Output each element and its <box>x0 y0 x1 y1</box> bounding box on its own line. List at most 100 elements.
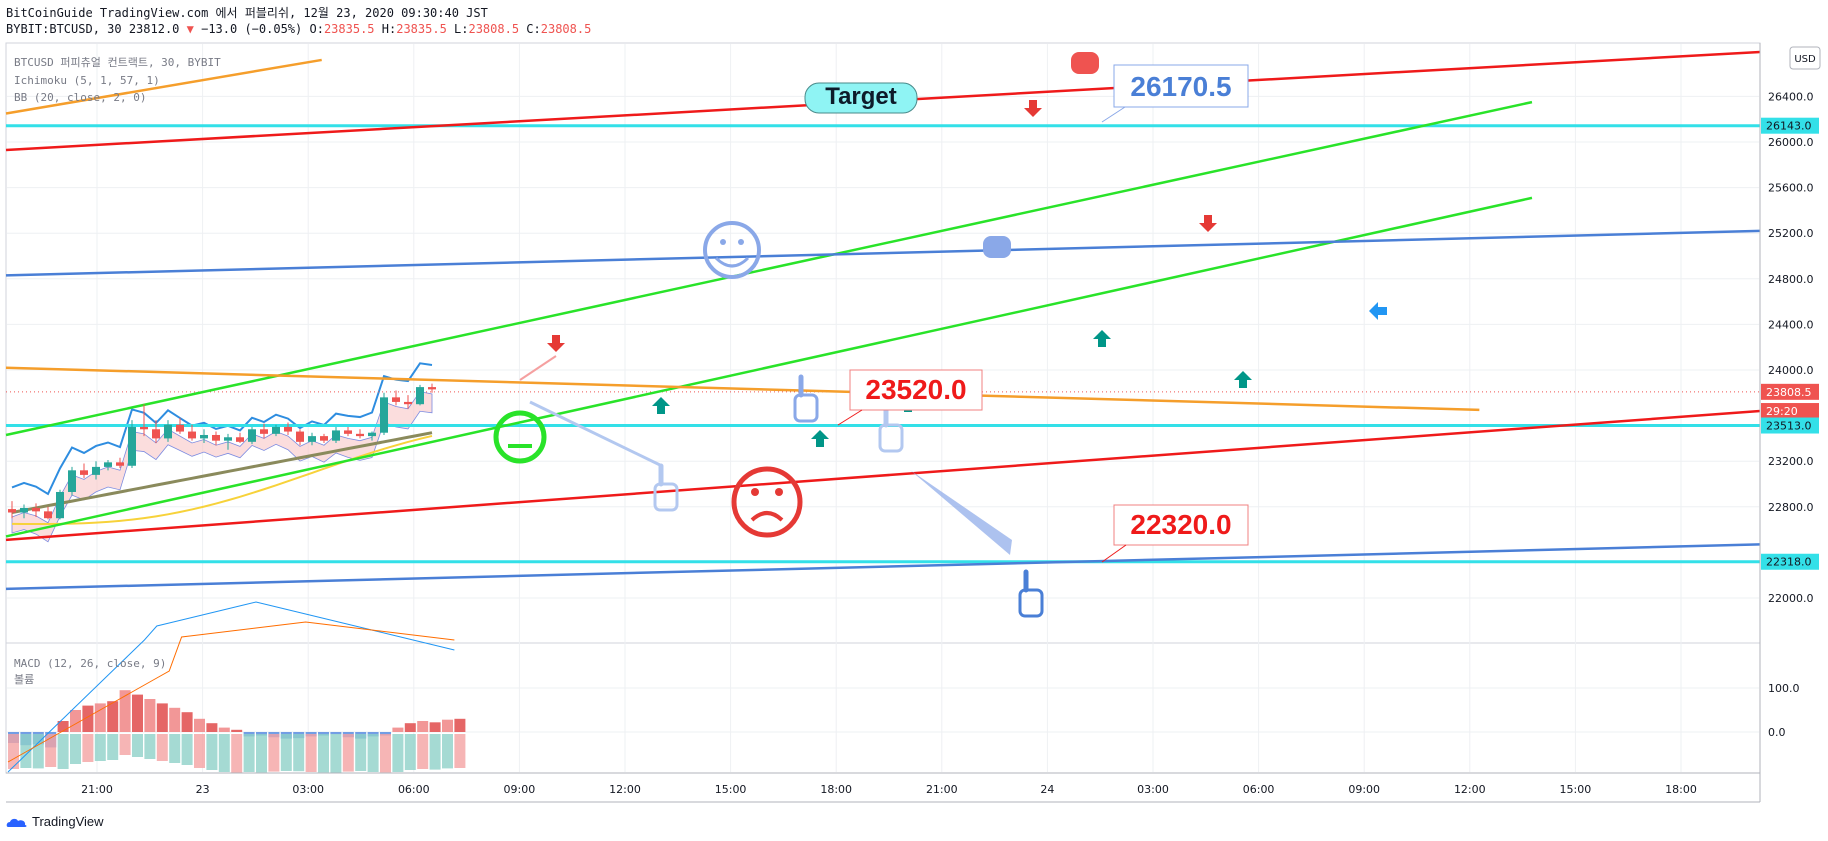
pointing-hand-icon <box>878 423 904 453</box>
middle-price-label: 23520.0 <box>865 374 966 405</box>
trendline-green <box>5 100 1533 437</box>
volume-bar <box>305 734 317 772</box>
volume-bar <box>367 734 379 772</box>
volume-bar <box>169 734 181 763</box>
volume-bar <box>57 734 69 769</box>
candle-body <box>92 466 100 475</box>
candle-body <box>128 427 136 466</box>
up-arrow-icon <box>811 430 829 447</box>
volume-bar <box>218 734 230 772</box>
time-tick-label: 21:00 <box>81 783 113 796</box>
pointing-hand-icon <box>1018 588 1044 618</box>
candle-body <box>416 387 424 405</box>
pointing-hand-icon <box>653 482 679 512</box>
price-badge <box>1761 403 1819 420</box>
cat-face-icon <box>983 236 1011 258</box>
down-arrow-icon <box>1024 100 1042 117</box>
candle-body <box>20 507 28 513</box>
volume-bar <box>380 734 391 773</box>
volume-bar <box>330 734 342 773</box>
last-price: 23812.0 <box>128 22 180 36</box>
candle-body <box>152 429 160 439</box>
price-tick-label: 26400.0 <box>1768 90 1814 103</box>
down-arrow-icon <box>547 335 565 352</box>
volume-bar <box>107 734 119 760</box>
volume-bar <box>181 734 193 765</box>
currency-label: USD <box>1794 54 1816 65</box>
macd-histogram-bar <box>330 732 342 735</box>
macd-tick-label: 0.0 <box>1768 726 1786 739</box>
macd-histogram-bar <box>169 707 181 732</box>
time-tick-label: 15:00 <box>715 783 747 796</box>
currency-button[interactable]: USD <box>1789 46 1821 70</box>
candle-body <box>116 462 124 466</box>
volume-bar <box>82 734 94 762</box>
candle-body <box>188 431 196 439</box>
macd-histogram-bar <box>256 732 267 736</box>
legend-ichimoku: Ichimoku (5, 1, 57, 1) <box>14 74 160 87</box>
macd-histogram-bar <box>132 694 143 732</box>
time-tick-label: 06:00 <box>398 783 430 796</box>
left-arrow-icon <box>1369 302 1387 320</box>
time-tick-label: 03:00 <box>292 783 324 796</box>
macd-histogram-bar <box>57 721 69 732</box>
target-callout[interactable]: Target <box>804 82 918 114</box>
trendlines <box>5 50 1761 591</box>
macd-histogram-bar <box>454 718 466 732</box>
macd <box>7 601 466 773</box>
candle-body <box>356 433 364 437</box>
candle-body <box>392 397 400 402</box>
trendline-orange <box>5 366 1480 412</box>
sad-face-icon <box>731 466 803 538</box>
price-badge-label: 23513.0 <box>1766 420 1812 433</box>
upper-price-callout[interactable]: 26170.5 <box>1101 64 1249 123</box>
candle-body <box>236 437 244 442</box>
low-label: L: <box>454 22 469 36</box>
volume-bar <box>144 734 156 759</box>
time-tick-label: 21:00 <box>926 783 958 796</box>
macd-tick-label: 100.0 <box>1768 682 1800 695</box>
price-tick-label: 22800.0 <box>1768 501 1814 514</box>
sad-face-mouth <box>750 511 784 522</box>
candle-body <box>428 387 436 390</box>
candle-body <box>68 470 76 492</box>
macd-histogram-bar <box>119 690 131 732</box>
volume-bar <box>132 734 143 757</box>
cat-face-icon <box>1071 52 1099 74</box>
middle-price-callout[interactable]: 23520.0 <box>837 369 983 426</box>
candle-body <box>284 427 292 432</box>
time-tick-label: 24 <box>1040 783 1054 796</box>
tradingview-brand: TradingView <box>32 814 104 829</box>
time-tick-label: 23 <box>196 783 210 796</box>
up-arrow-icon <box>652 397 670 414</box>
volume-bar <box>231 734 243 773</box>
volume-bar <box>355 734 367 771</box>
volume-bar <box>194 734 205 768</box>
open-label: O: <box>309 22 324 36</box>
macd-histogram-bar <box>318 732 329 736</box>
publish-info: BitCoinGuide TradingView.com 에서 퍼블리쉬, 12… <box>6 6 488 20</box>
time-axis: 21:00 23 03:00 06:00 09:00 12:00 15:00 18:00 21:… <box>6 772 1760 803</box>
close-value: 23808.5 <box>540 22 592 36</box>
volume-bar <box>280 734 292 771</box>
low-value: 23808.5 <box>468 22 520 36</box>
lower-price-callout[interactable]: 22320.0 <box>1101 504 1249 563</box>
up-arrow-icon <box>1093 330 1111 347</box>
price-tick-label: 26000.0 <box>1768 136 1814 149</box>
ohlc-row: BYBIT:BTCUSD, 30 23812.0 ▼ −13.0 (−0.05%… <box>6 22 591 36</box>
tradingview-logo[interactable]: TradingView <box>6 814 104 829</box>
candle-body <box>320 436 328 441</box>
volume-bar <box>293 734 305 772</box>
candle-body <box>80 470 88 475</box>
candle-body <box>344 430 352 434</box>
bb-upper <box>11 362 433 496</box>
macd-histogram-bar <box>380 732 391 736</box>
legend-bb: BB (20, close, 2, 0) <box>14 91 146 104</box>
smiley-icon <box>703 221 761 279</box>
pointing-hand-icon <box>793 393 819 423</box>
down-arrow-icon: ▼ <box>186 22 194 36</box>
volume-bar <box>243 734 255 772</box>
forecast-arrow-line <box>519 355 557 381</box>
candle-body <box>308 436 316 442</box>
